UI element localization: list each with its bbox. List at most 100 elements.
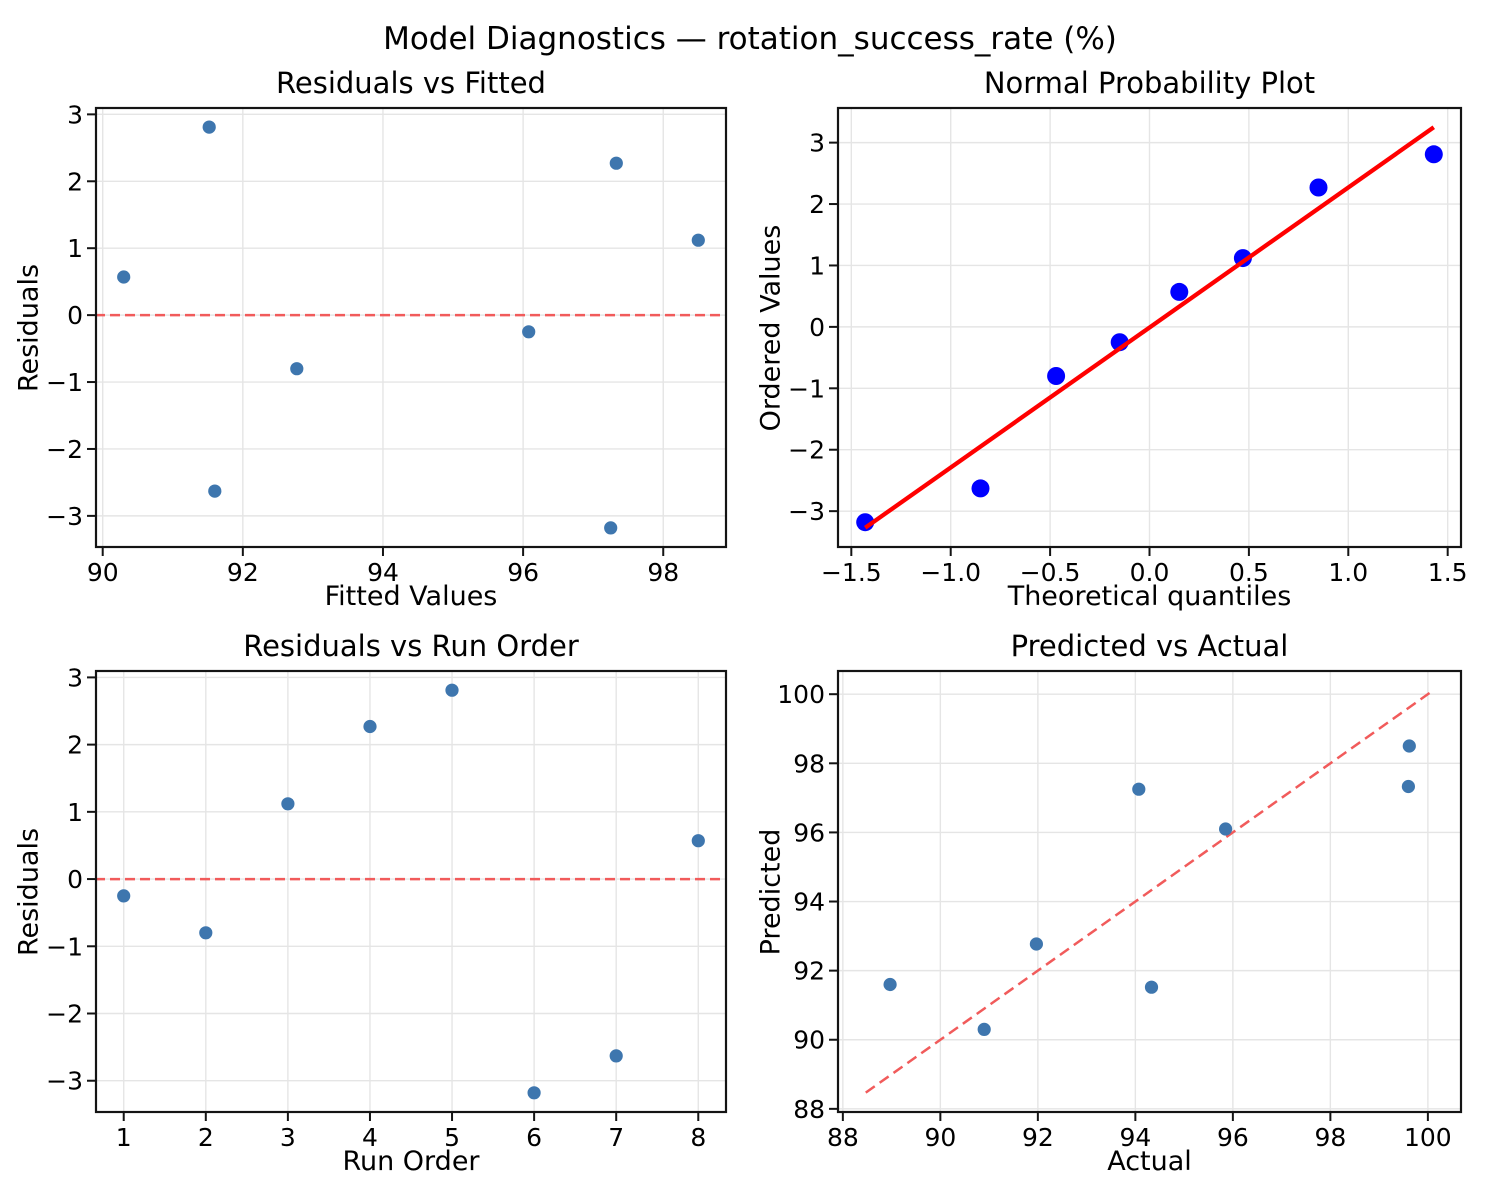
y-tick-label: 1 [67, 798, 83, 827]
x-tick-label: 96 [507, 558, 539, 587]
y-axis-label: Ordered Values [755, 224, 787, 431]
figure-title: Model Diagnostics — rotation_success_rat… [383, 21, 1117, 57]
data-point [117, 889, 131, 903]
identity-line [865, 689, 1435, 1094]
subplot-residuals-vs-fitted: Residuals vs Fitted Residuals 90 92 94 96 98… [14, 66, 728, 612]
plot-canvas-residuals-vs-run-order: 1 2 3 4 5 6 7 8 3 2 1 0 −1 −2 −3 [46, 663, 728, 1152]
x-tick-label: 7 [608, 1123, 624, 1152]
y-tick-label: 96 [793, 818, 825, 847]
x-tick-label: 100 [1404, 1123, 1452, 1152]
x-tick-label: 98 [647, 558, 679, 587]
y-axis-label: Residuals [13, 827, 45, 956]
x-tick-label: 1.0 [1328, 558, 1368, 587]
data-point [1170, 282, 1189, 301]
plot-area-residuals-vs-run-order: 1 2 3 4 5 6 7 8 3 2 1 0 −1 −2 −3 [46, 663, 728, 1152]
data-point [281, 797, 295, 811]
y-tick-label: 94 [793, 888, 825, 917]
subplot-normal-probability-plot: Normal Probability Plot Ordered Values −… [756, 66, 1468, 612]
x-tick-label: 8 [690, 1123, 706, 1152]
x-tick-label: 92 [1022, 1123, 1054, 1152]
x-tick-label: −0.5 [1020, 558, 1081, 587]
x-axis-label: Actual [1107, 1146, 1192, 1177]
plot-canvas-residuals-vs-fitted: 90 92 94 96 98 3 2 1 0 −1 −2 −3 [46, 100, 728, 587]
y-axis-label: Residuals [13, 263, 45, 392]
plot-area-normal-probability-plot: −1.5 −1.0 −0.5 0.0 0.5 1.0 1.5 3 2 1 0 −1 −2 −3 [788, 106, 1468, 587]
y-tick-label: 100 [777, 680, 825, 709]
data-point [527, 1086, 541, 1100]
y-tick-label: 90 [793, 1026, 825, 1055]
x-tick-label: 94 [1119, 1123, 1151, 1152]
x-tick-label: 90 [924, 1123, 956, 1152]
x-tick-label: 98 [1314, 1123, 1346, 1152]
data-point [199, 926, 213, 940]
x-tick-label: 90 [87, 558, 119, 587]
plot-area-predicted-vs-actual: 88 90 92 94 96 98 100 100 98 96 94 92 90 88 [777, 669, 1463, 1152]
y-tick-label: −3 [788, 497, 825, 526]
plot-title: Normal Probability Plot [983, 66, 1316, 100]
y-tick-label: 0 [67, 301, 83, 330]
data-point [208, 484, 222, 498]
x-tick-label: 2 [198, 1123, 214, 1152]
subplot-residuals-vs-run-order: Residuals vs Run Order Residuals 1 2 3 4 5 6 7… [14, 629, 728, 1177]
data-point [609, 156, 623, 170]
data-point [1219, 822, 1233, 836]
y-tick-label: −2 [788, 436, 825, 465]
x-tick-label: 4 [362, 1123, 378, 1152]
axes-frame [94, 669, 728, 1114]
data-point [609, 1049, 623, 1063]
x-tick-label: 94 [367, 558, 399, 587]
axes-frame [94, 106, 728, 549]
axes-frame [836, 106, 1463, 549]
y-tick-label: 3 [67, 100, 83, 129]
plot-canvas-normal-probability-plot: −1.5 −1.0 −0.5 0.0 0.5 1.0 1.5 3 2 1 0 −1 −2 −3 [788, 106, 1468, 587]
y-tick-label: 88 [793, 1095, 825, 1124]
data-point [977, 1022, 991, 1036]
x-tick-label: 3 [280, 1123, 296, 1152]
axes-frame [836, 669, 1463, 1114]
data-point [1424, 145, 1443, 164]
data-point [691, 233, 705, 247]
data-point [691, 834, 705, 848]
y-tick-label: 92 [793, 957, 825, 986]
data-point [971, 479, 990, 498]
data-point [604, 521, 618, 535]
data-point [1309, 178, 1328, 197]
x-tick-label: 0.0 [1130, 558, 1170, 587]
plot-area-residuals-vs-fitted: 90 92 94 96 98 3 2 1 0 −1 −2 −3 [46, 100, 728, 587]
x-tick-label: 92 [227, 558, 259, 587]
y-tick-label: −3 [46, 502, 83, 531]
y-tick-label: 0 [809, 313, 825, 342]
plot-title: Predicted vs Actual [1010, 629, 1289, 663]
y-tick-label: 1 [67, 234, 83, 263]
y-tick-label: 2 [67, 731, 83, 760]
data-point [522, 325, 536, 339]
data-point [1029, 937, 1043, 951]
x-tick-label: 88 [827, 1123, 859, 1152]
data-point [1144, 980, 1159, 994]
y-tick-label: 98 [793, 749, 825, 778]
y-tick-label: −3 [46, 1067, 83, 1096]
fit-line [863, 125, 1436, 530]
data-point [290, 362, 304, 376]
x-tick-label: 0.5 [1229, 558, 1269, 587]
x-tick-label: −1.0 [920, 558, 981, 587]
y-tick-label: −2 [46, 435, 83, 464]
y-tick-label: 0 [67, 865, 83, 894]
x-tick-label: 96 [1217, 1123, 1249, 1152]
x-axis-label: Run Order [342, 1146, 480, 1177]
y-tick-label: 2 [809, 190, 825, 219]
y-tick-label: 1 [809, 251, 825, 280]
x-tick-label: 5 [444, 1123, 460, 1152]
y-tick-label: −2 [46, 1000, 83, 1029]
plot-title: Residuals vs Run Order [243, 629, 579, 663]
data-point [363, 719, 377, 734]
data-point [1402, 739, 1416, 753]
data-point [445, 683, 459, 697]
y-tick-label: 3 [67, 663, 83, 692]
x-tick-label: 1 [116, 1123, 132, 1152]
subplot-predicted-vs-actual: Predicted vs Actual Predicted 88 90 92 94 96… [756, 629, 1463, 1177]
y-tick-label: −1 [46, 368, 83, 397]
y-tick-label: −1 [46, 932, 83, 961]
x-tick-label: 1.5 [1428, 558, 1468, 587]
